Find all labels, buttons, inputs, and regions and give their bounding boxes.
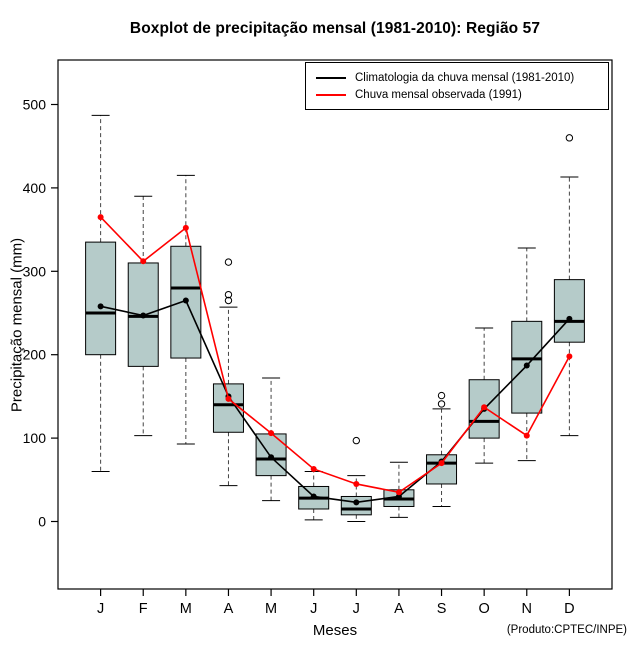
x-tick-label: S xyxy=(437,601,447,617)
climatology-line xyxy=(100,299,570,504)
climatology-point xyxy=(353,499,360,506)
climatology-point xyxy=(310,493,317,500)
chart-title: Boxplot de precipitação mensal (1981-201… xyxy=(129,20,541,37)
credit-text: (Produto:CPTEC/INPE) xyxy=(506,624,627,636)
x-tick-label: F xyxy=(139,601,148,617)
observed-point xyxy=(395,489,402,496)
y-tick-label: 0 xyxy=(38,514,46,530)
observed-point xyxy=(310,465,317,472)
outlier-point xyxy=(224,296,233,305)
observed-point xyxy=(481,404,488,411)
climatology-point xyxy=(140,312,147,319)
box-month-6 xyxy=(340,495,372,516)
y-tick-label: 300 xyxy=(23,263,47,279)
x-tick-label: M xyxy=(180,601,192,617)
x-tick-label: D xyxy=(564,601,574,617)
y-tick-label: 400 xyxy=(23,180,47,196)
x-tick-label: J xyxy=(310,601,317,617)
legend: Climatologia da chuva mensal (1981-2010)… xyxy=(305,62,609,110)
plot-frame xyxy=(57,59,613,590)
legend-item-observed: Chuva mensal observada (1991) xyxy=(316,86,608,103)
outlier-point xyxy=(224,290,233,299)
outlier-point xyxy=(224,258,233,266)
box-month-0 xyxy=(85,241,117,356)
climatology-point xyxy=(566,315,573,322)
observed-point xyxy=(268,430,275,437)
observed-line-swatch xyxy=(316,93,346,96)
outlier-point xyxy=(352,436,361,445)
observed-point xyxy=(523,432,530,439)
outlier-point xyxy=(437,391,446,400)
climatology-point xyxy=(268,454,275,461)
observed-point xyxy=(140,258,147,265)
x-tick-label: J xyxy=(353,601,360,617)
climatology-point xyxy=(395,493,402,500)
y-tick-label: 200 xyxy=(23,347,47,363)
observed-point xyxy=(566,353,573,360)
observed-point xyxy=(225,395,232,402)
observed-point xyxy=(353,480,360,487)
x-tick-label: J xyxy=(97,601,104,617)
outlier-point xyxy=(437,400,446,408)
x-tick-label: A xyxy=(394,601,404,617)
x-axis-label: Meses xyxy=(312,622,358,639)
legend-label-climatology: Climatologia da chuva mensal (1981-2010) xyxy=(355,71,575,84)
observed-line xyxy=(100,216,571,494)
y-tick-label: 500 xyxy=(23,97,47,113)
box-month-1 xyxy=(127,262,159,367)
climatology-point xyxy=(182,297,189,304)
climatology-point xyxy=(97,303,104,310)
x-tick-label: M xyxy=(265,601,277,617)
outlier-point xyxy=(565,134,574,142)
observed-point xyxy=(97,214,104,221)
observed-point xyxy=(438,460,445,467)
climatology-line-swatch xyxy=(316,76,346,79)
y-axis-label: Precipitação mensal (mm) xyxy=(8,237,26,413)
box-month-11 xyxy=(553,279,585,343)
x-tick-label: N xyxy=(522,601,532,617)
box-month-3 xyxy=(212,383,244,433)
observed-point xyxy=(182,224,189,231)
legend-item-climatology: Climatologia da chuva mensal (1981-2010) xyxy=(316,69,608,86)
box-month-9 xyxy=(468,379,500,439)
y-tick-label: 100 xyxy=(23,430,47,446)
x-tick-label: A xyxy=(224,601,234,617)
legend-label-observed: Chuva mensal observada (1991) xyxy=(355,88,522,101)
x-tick-label: O xyxy=(479,601,490,617)
climatology-point xyxy=(523,362,530,369)
